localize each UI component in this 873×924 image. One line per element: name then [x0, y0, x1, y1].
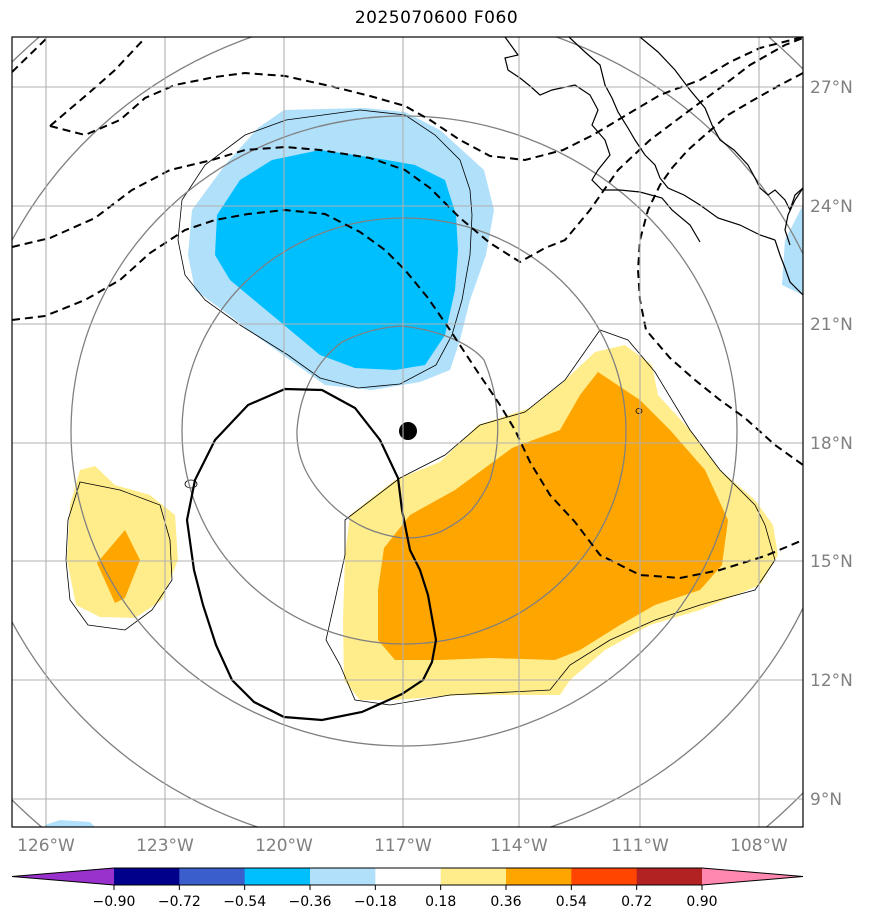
lon-label-111w: 111°W — [611, 836, 669, 856]
colorbar-segment — [310, 868, 376, 885]
lon-label-108w: 108°W — [730, 836, 788, 856]
lat-label-15n: 15°N — [810, 552, 853, 572]
colorbar-segment — [571, 868, 638, 885]
colorbar-tick-label: −0.72 — [158, 894, 201, 910]
distant-blue-shading — [782, 205, 803, 295]
colorbar-tick-label: 0.36 — [490, 894, 521, 910]
grid-lines — [12, 37, 803, 827]
coastline — [504, 37, 803, 296]
colorbar: −0.90 −0.72 −0.54 −0.36 −0.18 0.18 0.36 0.54 0.7… — [11, 867, 804, 910]
colorbar-tick-label: 0.90 — [686, 894, 717, 910]
southwest-blue-shading — [45, 820, 95, 827]
lat-label-18n: 18°N — [810, 434, 853, 454]
lat-label-27n: 27°N — [810, 78, 853, 98]
west-orange-shading — [97, 530, 140, 603]
lon-label-120w: 120°W — [255, 836, 313, 856]
colorbar-segment — [114, 868, 180, 885]
colorbar-segment — [244, 868, 311, 885]
lat-label-21n: 21°N — [810, 315, 853, 335]
longitude-labels: 126°W 123°W 120°W 117°W 114°W 111°W 108°… — [17, 836, 788, 856]
colorbar-segment — [375, 868, 442, 885]
lon-label-114w: 114°W — [490, 836, 548, 856]
map-frame — [11, 36, 804, 828]
colorbar-tick-label: −0.90 — [93, 894, 136, 910]
dashed-contours — [12, 37, 803, 580]
latitude-labels: 27°N 24°N 21°N 18°N 15°N 12°N 9°N — [810, 78, 853, 810]
blue-shading — [215, 150, 458, 370]
colorbar-segment — [636, 868, 703, 885]
storm-center-marker — [399, 422, 417, 440]
colorbar-tick-label: 0.18 — [425, 894, 456, 910]
solid-contour — [185, 387, 438, 722]
map-title: 2025070600 F060 — [354, 8, 519, 28]
lat-label-9n: 9°N — [810, 790, 842, 810]
colorbar-segment — [179, 868, 246, 885]
colorbar-tick-label: 0.72 — [621, 894, 652, 910]
colorbar-extend-low — [12, 868, 114, 885]
anomaly-outline-contours — [65, 109, 776, 706]
colorbar-tick-label: −0.18 — [354, 894, 397, 910]
colorbar-segment — [440, 868, 507, 885]
colorbar-tick-label: −0.36 — [289, 894, 332, 910]
lon-label-117w: 117°W — [374, 836, 432, 856]
colorbar-tick-label: −0.54 — [223, 894, 266, 910]
colorbar-tick-label: 0.54 — [556, 894, 587, 910]
lon-label-123w: 123°W — [136, 836, 194, 856]
lon-label-126w: 126°W — [17, 836, 75, 856]
colorbar-segment — [506, 868, 572, 885]
colorbar-extend-high — [702, 868, 803, 885]
lat-label-24n: 24°N — [810, 197, 853, 217]
lat-label-12n: 12°N — [810, 671, 853, 691]
